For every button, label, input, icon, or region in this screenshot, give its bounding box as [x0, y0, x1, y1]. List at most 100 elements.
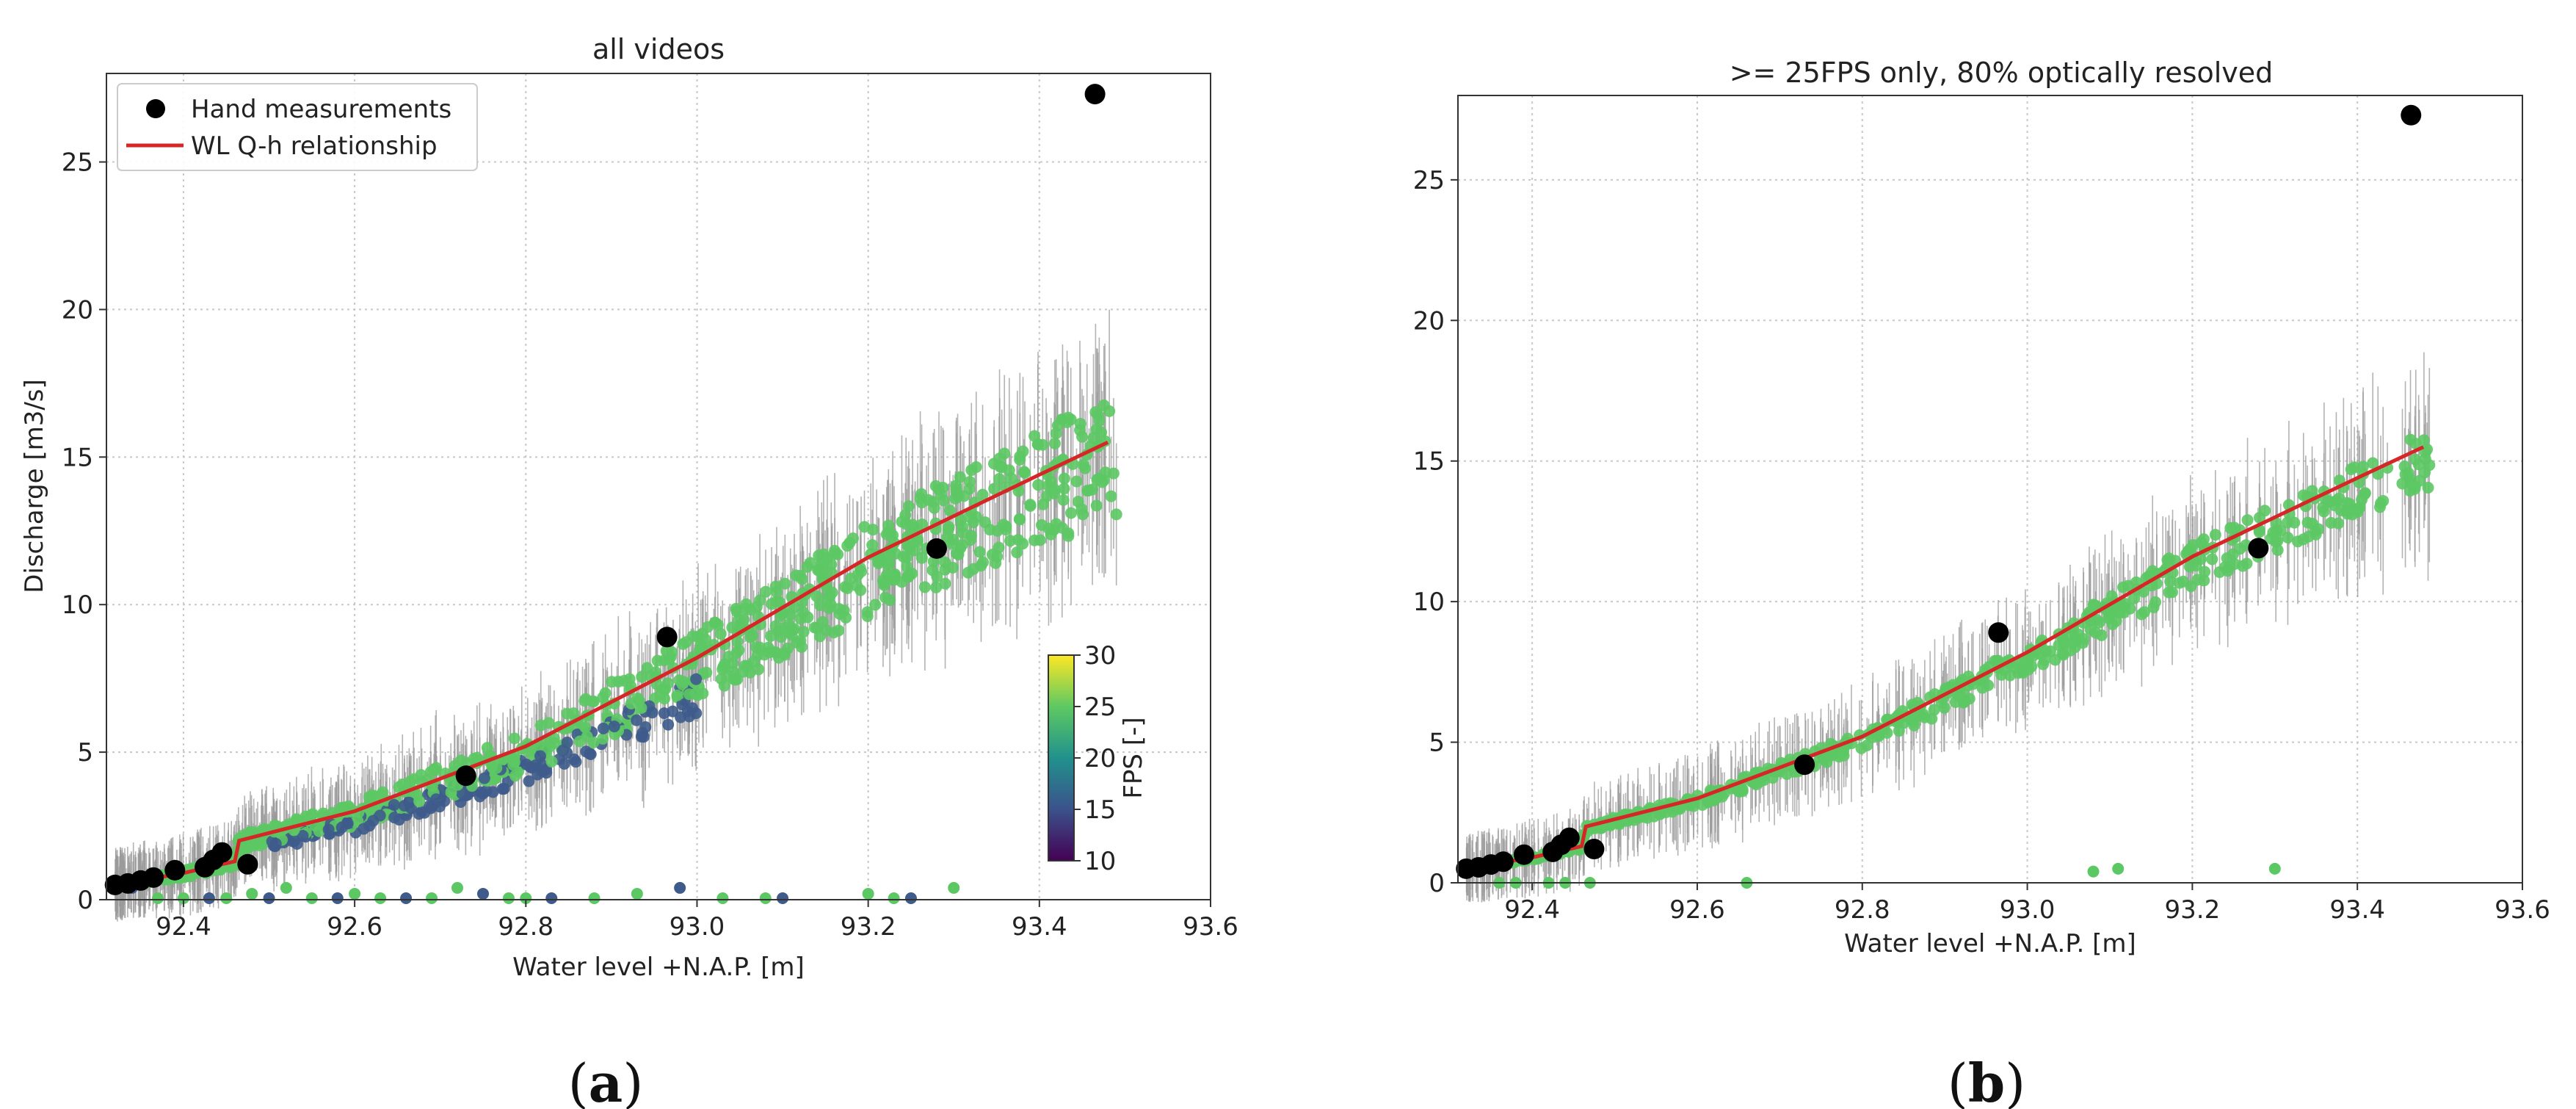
- measurement-point: [2412, 458, 2425, 471]
- measurement-point: [507, 759, 520, 771]
- measurement-point: [1034, 534, 1046, 546]
- measurement-point: [813, 630, 826, 643]
- measurement-point: [2164, 575, 2177, 588]
- measurement-point: [2367, 457, 2379, 469]
- measurement-point: [478, 772, 490, 784]
- measurement-point: [2199, 566, 2211, 578]
- measurement-point: [635, 730, 647, 743]
- measurement-point: [943, 505, 956, 517]
- hand-measurement-point: [1513, 844, 1534, 865]
- measurement-point: [2259, 505, 2271, 517]
- measurement-point: [683, 688, 695, 701]
- y-tick-label: 20: [1413, 306, 1445, 336]
- measurement-point: [2173, 577, 2185, 589]
- zero-outlier-point: [451, 881, 464, 894]
- y-tick-label: 5: [1429, 729, 1445, 758]
- measurement-point: [769, 646, 781, 658]
- panel-a-x-axis-label: Water level +N.A.P. [m]: [512, 953, 805, 982]
- x-tick-label: 93.4: [2329, 895, 2385, 925]
- measurement-point: [902, 500, 915, 513]
- measurement-point: [1024, 499, 1037, 512]
- zero-outlier-point: [305, 892, 318, 904]
- y-tick-label: 25: [62, 148, 93, 178]
- measurement-point: [579, 721, 592, 734]
- zero-outlier-point: [151, 892, 164, 904]
- measurement-point: [1873, 730, 1885, 743]
- measurement-point: [998, 447, 1011, 460]
- measurement-point: [2027, 649, 2039, 662]
- measurement-point: [573, 735, 586, 748]
- measurement-point: [699, 633, 711, 646]
- panel-a-y-axis-label: Discharge [m3/s]: [20, 379, 49, 593]
- panel-a-y-ticks: 0 5 10 15 20 25: [62, 148, 106, 915]
- measurement-point: [949, 492, 962, 505]
- measurement-point: [939, 577, 951, 590]
- measurement-point: [608, 720, 620, 733]
- colorbar-tick-label: 20: [1084, 744, 1116, 773]
- measurement-point: [676, 698, 689, 711]
- measurement-point: [366, 789, 378, 801]
- measurement-point: [858, 521, 871, 533]
- measurement-point: [714, 627, 727, 640]
- measurement-point: [1749, 777, 1762, 790]
- measurement-point: [625, 697, 637, 709]
- y-tick-label: 5: [77, 738, 93, 767]
- measurement-point: [1918, 711, 1931, 723]
- measurement-point: [509, 770, 521, 782]
- zero-outlier-point: [400, 892, 413, 904]
- measurement-point: [396, 778, 409, 790]
- measurement-point: [1089, 406, 1102, 419]
- measurement-point: [2136, 608, 2148, 621]
- measurement-point: [976, 488, 989, 501]
- measurement-point: [778, 646, 791, 659]
- measurement-point: [2357, 460, 2369, 473]
- measurement-point: [367, 814, 380, 827]
- measurement-point: [2237, 560, 2249, 572]
- measurement-point: [993, 473, 1006, 485]
- measurement-point: [814, 599, 827, 611]
- measurement-point: [430, 793, 443, 806]
- x-tick-label: 93.0: [2000, 895, 2056, 925]
- colorbar-label: FPS [-]: [1119, 717, 1148, 798]
- measurement-point: [904, 540, 916, 552]
- colorbar-tick-label: 25: [1084, 693, 1116, 722]
- measurement-point: [1057, 494, 1070, 506]
- measurement-point: [1064, 507, 1077, 519]
- measurement-point: [759, 585, 772, 598]
- x-tick-label: 92.8: [1835, 895, 1890, 925]
- measurement-point: [1042, 522, 1055, 535]
- measurement-point: [977, 556, 990, 568]
- measurement-point: [2332, 517, 2345, 530]
- measurement-point: [2241, 514, 2254, 527]
- y-tick-label: 0: [77, 886, 93, 915]
- measurement-point: [413, 795, 426, 808]
- measurement-point: [1032, 479, 1045, 491]
- measurement-point: [561, 736, 573, 748]
- measurement-point: [1011, 546, 1023, 559]
- measurement-point: [2340, 505, 2353, 517]
- measurement-point: [2069, 632, 2081, 644]
- measurement-point: [950, 483, 962, 495]
- measurement-point: [918, 581, 931, 593]
- panel-b-data: [1456, 104, 2436, 903]
- legend-hand-marker: [146, 99, 165, 118]
- measurement-point: [2398, 460, 2411, 473]
- measurement-point: [650, 666, 662, 679]
- measurement-point: [1013, 513, 1026, 525]
- measurement-point: [841, 540, 854, 552]
- measurement-point: [711, 618, 724, 631]
- measurement-point: [2373, 501, 2386, 513]
- hand-measurement-point: [2248, 538, 2269, 559]
- measurement-point: [597, 691, 609, 704]
- panel-b: >= 25FPS only, 80% optically resolved 92…: [1413, 57, 2550, 1109]
- measurement-point: [956, 538, 968, 551]
- measurement-point: [2423, 459, 2436, 472]
- panel-a-title: all videos: [592, 33, 725, 65]
- measurement-point: [2422, 482, 2434, 494]
- zero-outlier-point: [331, 892, 344, 904]
- measurement-point: [700, 666, 713, 679]
- measurement-point: [317, 807, 330, 820]
- panel-b-y-ticks: 0 5 10 15 20 25: [1413, 166, 1458, 898]
- measurement-point: [816, 561, 829, 574]
